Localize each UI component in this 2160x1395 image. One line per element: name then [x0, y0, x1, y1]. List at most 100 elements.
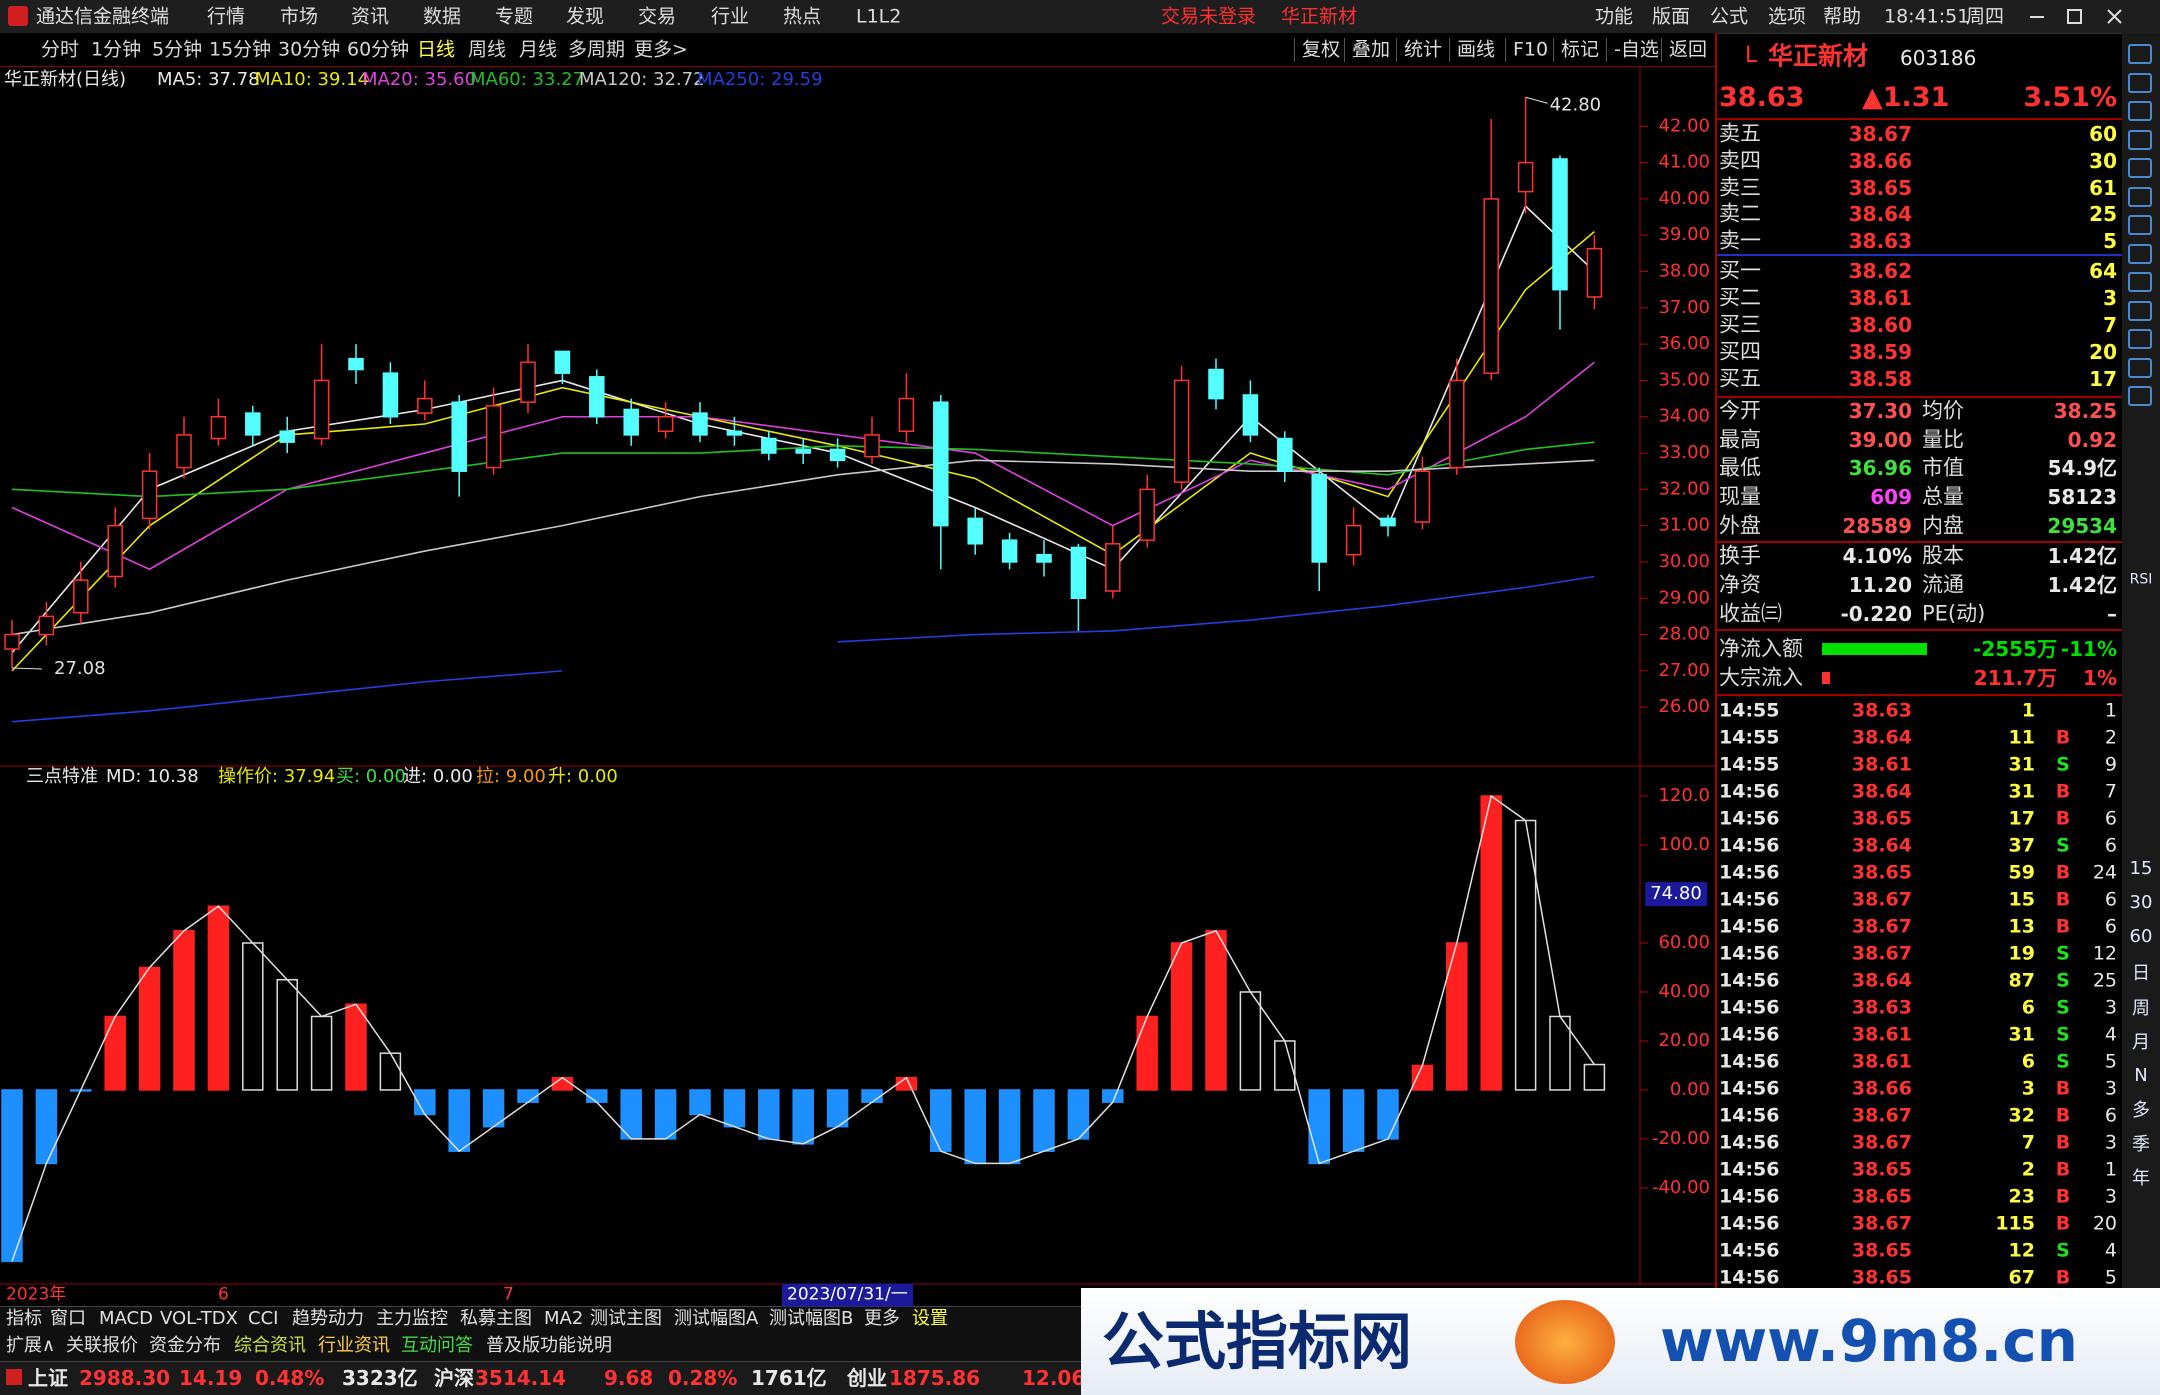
period-button[interactable]: 周线 [468, 38, 507, 61]
indicator-readout: 买: 0.00 [336, 766, 406, 788]
side-icon [2128, 386, 2152, 406]
candle-body [1139, 488, 1155, 541]
side-tool[interactable]: 多 [2132, 1100, 2150, 1122]
side-tool[interactable]: RSI [2129, 571, 2153, 588]
menu-item[interactable]: 选项 [1768, 5, 1807, 28]
indicator-tab[interactable]: 指标 [6, 1308, 42, 1330]
extension-tab[interactable]: 综合资讯 [234, 1335, 306, 1357]
market-item: 1761亿 [751, 1366, 827, 1390]
indicator-tab[interactable]: CCI [248, 1308, 279, 1330]
indicator-bar [861, 1089, 883, 1103]
restore-button[interactable] [2067, 9, 2082, 24]
tool-separator [1294, 38, 1295, 62]
menu-item[interactable]: L1L2 [856, 5, 902, 28]
stock-name: 华正新材 [1768, 41, 1869, 71]
menu-item[interactable]: 交易 [638, 5, 677, 28]
period-button[interactable]: 分时 [41, 38, 80, 61]
indicator-tab[interactable]: 更多 [864, 1308, 900, 1330]
tool-button[interactable]: 统计 [1404, 38, 1443, 61]
side-tool[interactable]: 年 [2132, 1168, 2150, 1190]
tool-button[interactable]: F10 [1513, 38, 1549, 61]
period-button[interactable]: 15分钟 [209, 38, 272, 61]
side-icon [2128, 186, 2152, 207]
flow-label: 大宗流入 [1719, 665, 1803, 690]
period-button[interactable]: 30分钟 [278, 38, 341, 61]
indicator-bar [1308, 1089, 1330, 1165]
extension-tab[interactable]: 关联报价 [66, 1335, 138, 1357]
candle-body [1586, 247, 1603, 298]
indicator-tab[interactable]: 设置 [912, 1308, 948, 1330]
tool-button[interactable]: 画线 [1457, 38, 1496, 61]
extension-tab[interactable]: 资金分布 [149, 1335, 221, 1357]
indicator-tab[interactable]: 趋势动力 [292, 1308, 364, 1330]
menu-item[interactable]: 市场 [280, 5, 319, 28]
market-item: 0.48% [255, 1366, 325, 1390]
extension-tab[interactable]: 扩展∧ [6, 1335, 56, 1357]
trade-time: 14:56 [1719, 1104, 1780, 1127]
menu-item[interactable]: 发现 [566, 5, 605, 28]
date-label: 7 [503, 1284, 514, 1305]
stat-label: 量比 [1922, 427, 1964, 452]
period-button[interactable]: 5分钟 [152, 38, 203, 61]
indicator-tab[interactable]: VOL-TDX [160, 1308, 238, 1330]
indicator-bar [35, 1089, 58, 1165]
menu-item[interactable]: 数据 [423, 5, 462, 28]
panel-separator [1717, 541, 2122, 543]
candle-body [382, 372, 399, 418]
indicator-tab[interactable]: 私募主图 [460, 1308, 532, 1330]
indicator-tab[interactable]: MACD [99, 1308, 153, 1330]
trade-time: 14:56 [1719, 1185, 1780, 1208]
trade-price: 38.61 [1851, 1050, 1912, 1073]
indicator-tab[interactable]: 窗口 [50, 1308, 86, 1330]
period-button[interactable]: 日线 [417, 38, 456, 61]
menu-item[interactable]: 资讯 [351, 5, 390, 28]
indicator-tab[interactable]: 测试幅图A [674, 1308, 759, 1330]
menu-item[interactable]: 行情 [207, 5, 246, 28]
extension-tab[interactable]: 互动问答 [401, 1335, 473, 1357]
side-tool[interactable]: 60 [2129, 926, 2153, 948]
indicator-tab[interactable]: MA2 [544, 1308, 584, 1330]
indicator-tab[interactable]: 测试幅图B [769, 1308, 854, 1330]
extension-tab[interactable]: 行业资讯 [318, 1335, 390, 1357]
side-tool[interactable]: 月 [2132, 1032, 2150, 1054]
menu-item[interactable]: 专题 [495, 5, 534, 28]
side-tool[interactable]: 15 [2129, 858, 2153, 880]
stat-value: 38.25 [2053, 399, 2117, 423]
period-button[interactable]: 1分钟 [91, 38, 142, 61]
trade-price: 38.67 [1851, 888, 1912, 911]
side-tool[interactable]: N [2134, 1065, 2148, 1087]
market-tag: L [1745, 42, 1758, 68]
tool-button[interactable]: -自选 [1614, 38, 1659, 61]
indicator-tab[interactable]: 测试主图 [590, 1308, 662, 1330]
tool-button[interactable]: 标记 [1561, 38, 1600, 61]
market-item: 1875.86 [889, 1366, 981, 1390]
period-button[interactable]: 60分钟 [347, 38, 410, 61]
close-button[interactable] [2107, 9, 2122, 24]
menu-item[interactable]: 行业 [711, 5, 750, 28]
period-button[interactable]: 更多> [634, 38, 688, 61]
extension-tab[interactable]: 普及版功能说明 [486, 1335, 612, 1357]
low-annotation: 27.08 [54, 658, 106, 679]
side-tool[interactable]: 30 [2129, 892, 2153, 914]
period-button[interactable]: 月线 [519, 38, 558, 61]
tool-button[interactable]: 复权 [1302, 38, 1341, 61]
menu-item[interactable]: 热点 [783, 5, 822, 28]
menu-item[interactable]: 功能 [1595, 5, 1634, 28]
indicator-tab[interactable]: 主力监控 [376, 1308, 448, 1330]
side-tool[interactable]: 周 [2132, 998, 2150, 1020]
period-button[interactable]: 多周期 [568, 38, 626, 61]
tool-button[interactable]: 叠加 [1352, 38, 1391, 61]
menu-item[interactable]: 公式 [1710, 5, 1749, 28]
menu-item[interactable]: 帮助 [1823, 5, 1862, 28]
tool-button[interactable]: 返回 [1669, 38, 1708, 61]
stat-value: 28589 [1842, 513, 1912, 538]
status-text[interactable]: 华正新材 [1281, 5, 1358, 28]
candle-body [1070, 546, 1087, 600]
status-text[interactable]: 交易未登录 [1161, 5, 1257, 28]
trade-count: 24 [2092, 861, 2117, 884]
indicator-bar [1170, 942, 1193, 1091]
side-tool[interactable]: 日 [2132, 963, 2150, 985]
trade-volume: 32 [2008, 1104, 2035, 1127]
menu-item[interactable]: 版面 [1652, 5, 1691, 28]
side-tool[interactable]: 季 [2132, 1134, 2150, 1156]
